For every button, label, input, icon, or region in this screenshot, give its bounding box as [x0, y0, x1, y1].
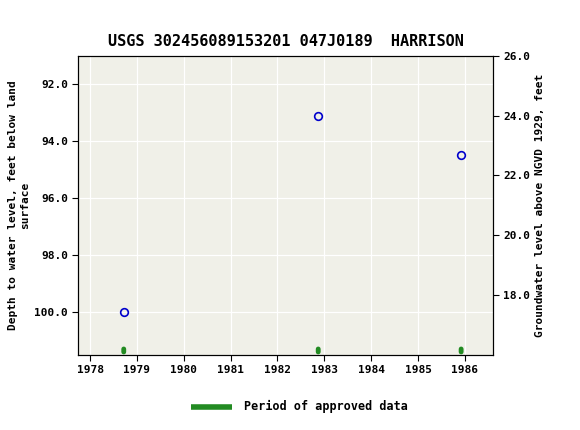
Y-axis label: Groundwater level above NGVD 1929, feet: Groundwater level above NGVD 1929, feet — [535, 74, 545, 337]
Text: ≡USGS: ≡USGS — [5, 14, 75, 31]
Title: USGS 302456089153201 047J0189  HARRISON: USGS 302456089153201 047J0189 HARRISON — [108, 34, 463, 49]
Y-axis label: Depth to water level, feet below land
surface: Depth to water level, feet below land su… — [8, 80, 30, 330]
Text: Period of approved data: Period of approved data — [244, 400, 408, 413]
